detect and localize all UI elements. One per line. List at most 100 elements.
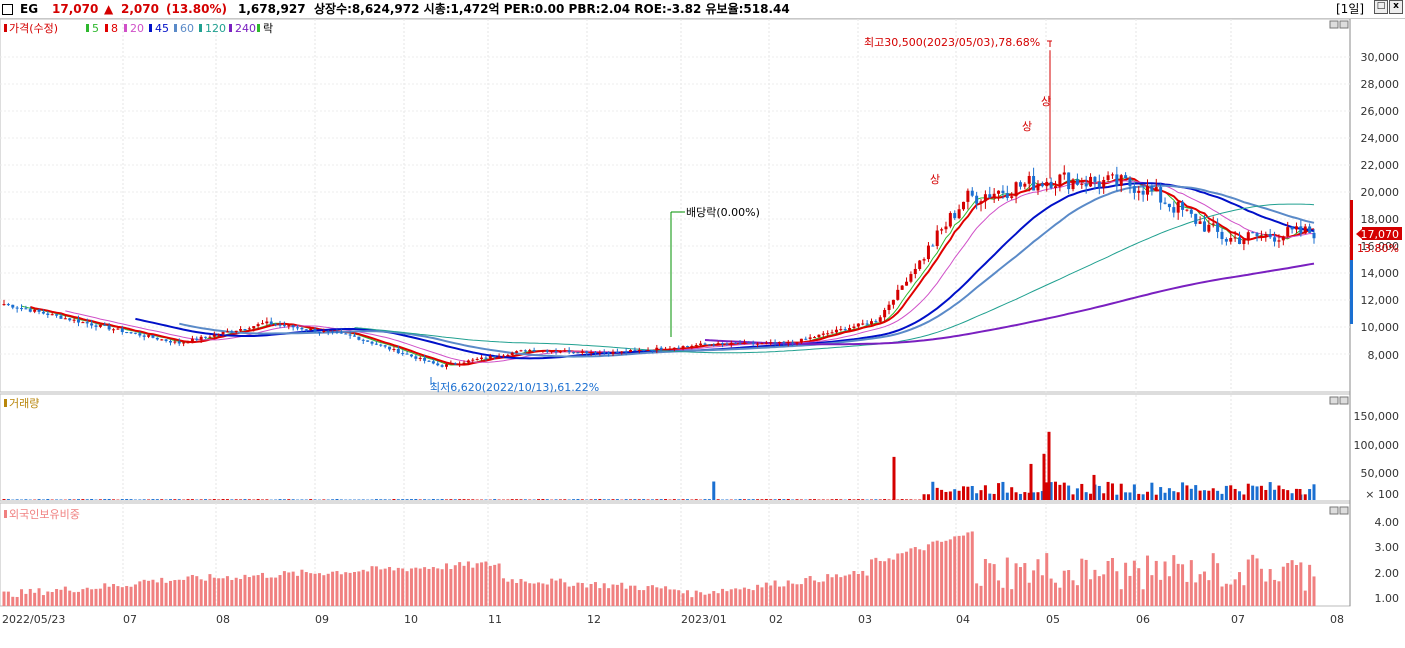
foreign-bar [532,583,536,606]
candle-body [414,356,418,359]
foreign-bar [112,584,116,606]
volume-bar [940,489,944,500]
candle-body [1054,186,1058,188]
foreign-bar [81,589,85,606]
volume-bar [1268,482,1272,500]
candle-body [98,324,102,327]
period-button[interactable]: [1일] [1336,2,1365,16]
candle-body [445,364,449,367]
candle-body [677,347,681,349]
close-icon[interactable]: x [1389,0,1403,14]
foreign-bar [1146,555,1150,606]
foreign-bar [839,577,843,606]
foreign-bar [637,590,641,606]
volume-bar [983,485,987,500]
volume-bar [782,499,786,500]
foreign-bar [567,586,571,606]
foreign-bar [1163,561,1167,606]
volume-bar [966,486,970,500]
foreign-bar [747,588,751,606]
foreign-bar [856,573,860,606]
foreign-bar [918,549,922,606]
volume-bar [659,499,663,500]
foreign-bar [107,586,111,606]
candle-body [94,325,98,327]
volume-panel-buttons[interactable] [1329,396,1349,405]
candle-body [392,348,396,350]
candle-body [15,307,19,309]
volume-bar [545,499,549,500]
candle-body [1154,187,1158,192]
candle-body [204,336,208,338]
foreign-bar [164,582,168,606]
candle-body [282,325,286,327]
candle-body [558,351,562,353]
candle-body [1093,176,1097,182]
volume-bar [260,499,264,500]
ma60-line [179,184,1315,358]
minimize-icon[interactable]: □ [1374,0,1388,14]
candle-body [155,337,159,340]
x-tick: 07 [1231,613,1245,626]
candle-body [712,344,716,346]
foreign-bar [589,583,593,606]
volume-bar [1286,490,1290,500]
candle-body [629,350,633,353]
foreign-bar [309,573,313,606]
foreign-bar [878,560,882,606]
volume-bar [186,499,190,500]
volume-bar [1036,492,1040,500]
candle-body [1308,226,1312,233]
candle-body [799,338,803,343]
foreign-bar [1115,571,1119,606]
candle-body [112,329,116,331]
foreign-bar [808,576,812,606]
volume-bar [751,499,755,500]
volume-bar [593,499,597,500]
foreign-bar [1159,579,1163,606]
foreign-bar [791,583,795,606]
candle-body [1238,237,1242,245]
price-panel-buttons[interactable] [1329,20,1349,29]
foreign-bar [379,569,383,606]
legend-swatch-price [4,24,7,32]
foreign-bar [817,582,821,606]
y-tick: 12,000 [1361,294,1400,307]
foreign-bar [63,586,67,606]
foreign-bar [256,575,260,606]
candle-body [791,342,795,344]
foreign-bar [33,592,37,606]
foreign-bar [1233,579,1237,606]
volume-bar [190,499,194,500]
foreign-bar [1246,559,1250,606]
foreign-bar [339,574,343,606]
stock-code: EG [20,2,39,16]
foreign-bar [2,591,6,606]
volume-bar [401,499,405,500]
foreign-bar [1216,563,1220,606]
volume-panel [0,393,1351,502]
volume-bar [1163,492,1167,500]
checkbox-icon[interactable] [2,4,13,15]
candle-body [76,319,80,323]
candle-body [1224,238,1228,242]
foreign-bar [734,588,738,606]
candle-body [1027,175,1031,184]
candle-body [138,333,142,336]
foreign-bar [247,577,251,606]
foreign-bar [497,563,501,606]
candle-body [1032,175,1036,191]
foreign-bar [431,567,435,606]
foreign-panel-buttons[interactable] [1329,506,1349,515]
candle-body [326,331,330,333]
foreign-bar [46,591,50,606]
foreign-bar [24,593,28,606]
candle-body [856,323,860,327]
foreign-bar [909,548,913,606]
foreign-bar [624,588,628,606]
candle-body [256,324,260,327]
foreign-bar [1290,560,1294,606]
y-tick: 26,000 [1361,105,1400,118]
foreign-bar [712,591,716,606]
candle-body [567,350,571,353]
